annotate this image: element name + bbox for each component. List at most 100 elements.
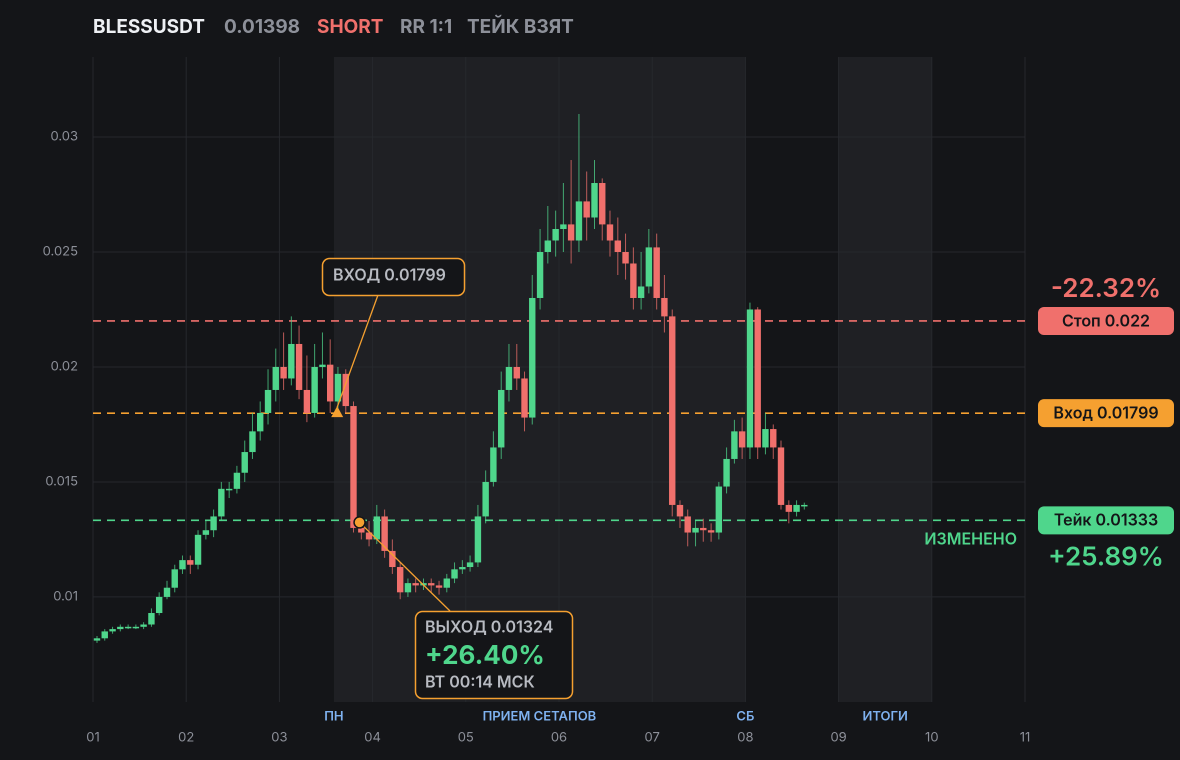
candle-body — [498, 389, 505, 448]
candle-body — [264, 389, 272, 413]
exit-connector — [359, 521, 451, 612]
candle-body — [684, 516, 691, 533]
levels: Стоп 0.022 -22.32% Вход 0.01799 Тейк 0.0133… — [93, 273, 1174, 572]
candle-body — [536, 251, 544, 298]
y-tick-label: 0.025 — [43, 244, 78, 260]
candle-body — [109, 629, 116, 632]
exit-change: +26.40% — [425, 640, 545, 671]
candle-body — [754, 309, 761, 448]
candle-body — [373, 516, 380, 540]
candle-body — [801, 504, 808, 507]
candle-body — [490, 447, 497, 482]
candle-body — [560, 224, 567, 229]
candle-body — [365, 532, 373, 540]
candle-body — [723, 458, 730, 487]
x-tick-label: 03 — [271, 730, 287, 746]
candle-body — [288, 343, 295, 379]
candle-body — [443, 578, 450, 588]
candle-body — [653, 247, 660, 298]
candle-body — [746, 309, 754, 448]
candle-body — [466, 562, 474, 568]
candle-body — [544, 240, 552, 252]
candle-body — [358, 527, 365, 533]
entry-callout — [321, 257, 466, 297]
candle-body — [606, 224, 614, 241]
candle-body — [614, 240, 622, 252]
candle-body — [272, 366, 279, 390]
candle-body — [637, 286, 645, 298]
exit-time: ВТ 00:14 МСК — [425, 671, 535, 691]
candle-body — [793, 504, 800, 512]
session-shade — [838, 57, 932, 702]
trade-marks — [331, 294, 451, 612]
entry-marker — [331, 406, 344, 418]
x-tick-label: 01 — [86, 730, 100, 746]
candle-body — [124, 626, 132, 629]
candle-body — [225, 488, 233, 491]
candle-body — [645, 247, 653, 287]
candle-body — [599, 183, 606, 225]
level-change: -22.32% — [1051, 273, 1161, 304]
candle-body — [513, 366, 520, 379]
candle-body — [459, 567, 466, 570]
exit-label: ВЫХОД 0.01324 — [425, 616, 553, 636]
level-label: Вход 0.01799 — [1053, 403, 1158, 423]
session-shade — [333, 57, 746, 702]
candle-body — [171, 569, 178, 588]
x-tick-label: 08 — [737, 730, 753, 746]
candle-body — [319, 364, 326, 367]
candle-body — [762, 429, 769, 448]
status: ТЕЙК ВЗЯТ — [467, 14, 574, 38]
candle-body — [700, 527, 707, 531]
candle-body — [482, 481, 489, 517]
candle-body — [233, 472, 241, 489]
candle-body — [210, 516, 217, 531]
candle-body — [326, 364, 334, 402]
labels: BLESSUSDT 0.01398 SHORT RR 1:1 ТЕЙК ВЗЯТ… — [93, 14, 574, 700]
candle-body — [396, 567, 404, 593]
price: 0.01398 — [224, 15, 300, 38]
exit-callout — [414, 610, 574, 700]
x-tick-label: 09 — [830, 730, 846, 746]
candle-body — [770, 429, 777, 448]
plot-background — [333, 57, 932, 702]
x-tick-label: 11 — [1020, 730, 1031, 746]
candle-body — [101, 631, 108, 639]
candle-body — [591, 183, 598, 218]
risk-reward: RR 1:1 — [400, 15, 452, 38]
candle-body — [669, 316, 676, 505]
candles — [93, 114, 808, 643]
candle-body — [381, 516, 388, 551]
candle-body — [661, 297, 668, 317]
candle-body — [777, 447, 785, 505]
x-tick-label: 07 — [645, 730, 660, 746]
candle-body — [567, 224, 575, 241]
y-tick-label: 0.03 — [50, 129, 78, 145]
symbol: BLESSUSDT — [93, 15, 205, 38]
candle-body — [552, 229, 559, 241]
candle-body — [505, 366, 513, 390]
candle-body — [303, 389, 311, 413]
level-change: +25.89% — [1048, 541, 1164, 572]
candle-body — [280, 366, 287, 379]
candle-body — [738, 431, 746, 448]
candle-body — [575, 201, 583, 241]
candle-body — [257, 412, 264, 432]
level-label: Стоп 0.022 — [1062, 310, 1150, 330]
candle-body — [117, 626, 124, 630]
candle-body — [715, 486, 723, 533]
candle-body — [404, 583, 412, 593]
candle-body — [218, 488, 225, 517]
x-tick-label: 02 — [178, 730, 194, 746]
exit-marker — [353, 516, 366, 529]
session-label: ПН — [324, 709, 343, 725]
candle-body — [389, 550, 396, 568]
candle-body — [428, 583, 435, 586]
x-tick-label: 05 — [458, 730, 474, 746]
candle-body — [132, 626, 140, 629]
x-tick-label: 04 — [364, 730, 381, 746]
y-tick-label: 0.02 — [51, 359, 78, 375]
candle-body — [785, 504, 793, 512]
